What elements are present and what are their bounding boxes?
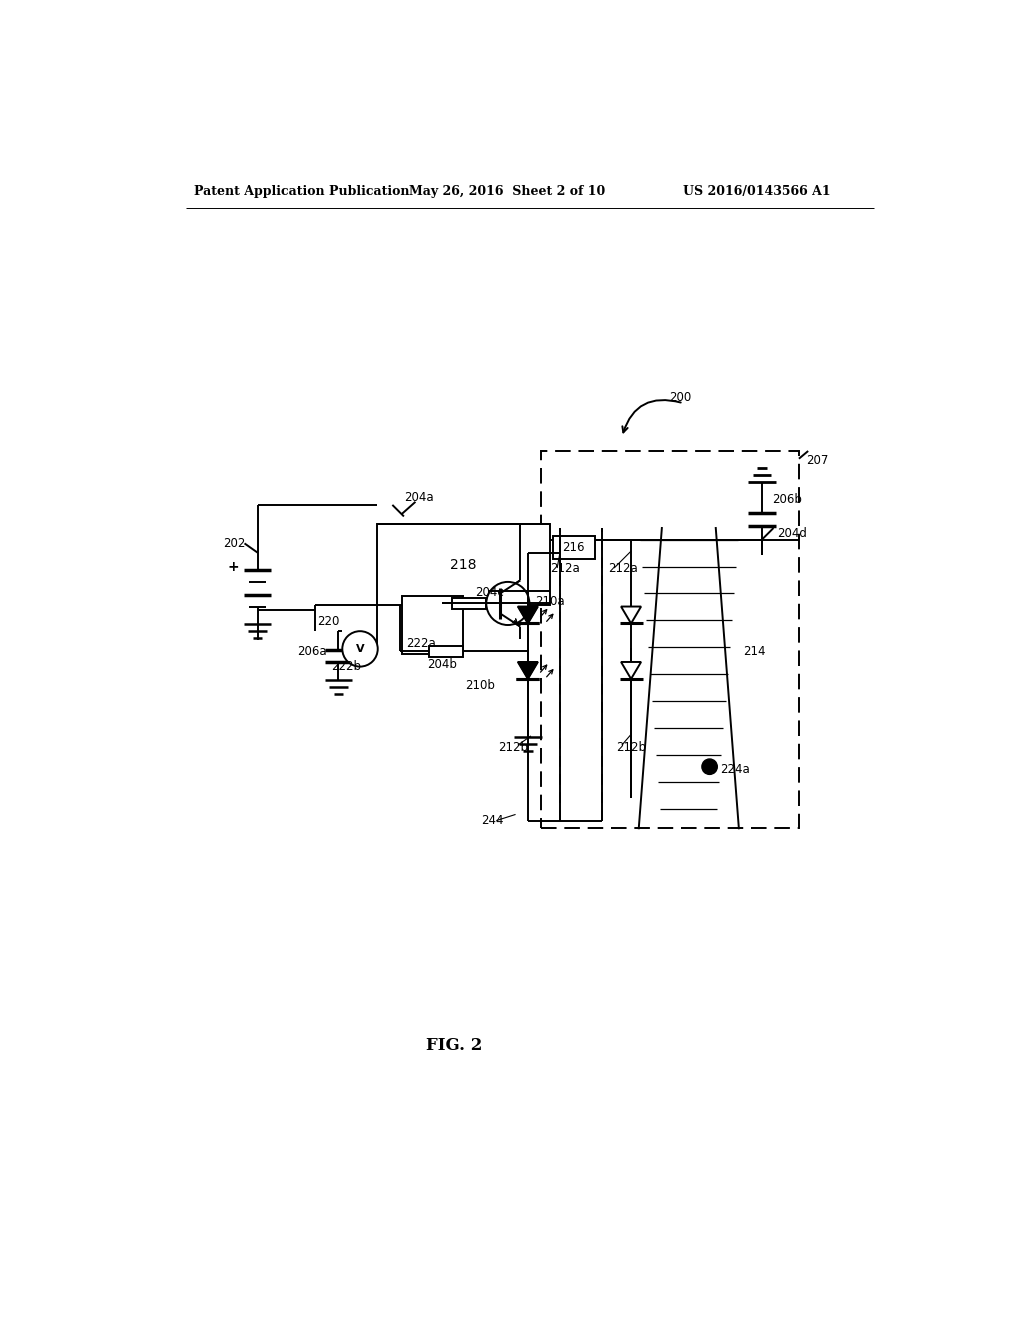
Bar <box>453 598 486 609</box>
Text: 200: 200 <box>670 391 692 404</box>
Text: 202: 202 <box>223 537 246 550</box>
Text: 207: 207 <box>807 454 829 467</box>
Text: 204b: 204b <box>427 657 457 671</box>
Text: 222b: 222b <box>331 660 360 673</box>
Text: 206a: 206a <box>297 644 327 657</box>
Text: 224a: 224a <box>720 763 751 776</box>
Polygon shape <box>621 663 641 678</box>
Text: 204c: 204c <box>475 586 504 599</box>
Text: 244: 244 <box>481 814 504 828</box>
Text: 210a: 210a <box>536 595 565 609</box>
Circle shape <box>342 631 378 667</box>
Text: 204a: 204a <box>403 491 433 504</box>
Bar <box>377 524 550 605</box>
Polygon shape <box>518 663 538 678</box>
Text: Patent Application Publication: Patent Application Publication <box>194 185 410 198</box>
Polygon shape <box>518 607 538 623</box>
Text: 206b: 206b <box>772 492 802 506</box>
Polygon shape <box>518 663 538 678</box>
Text: 220: 220 <box>316 615 339 628</box>
Text: V: V <box>355 644 365 653</box>
Text: +: + <box>227 560 239 574</box>
Bar <box>429 645 463 656</box>
Bar <box>541 451 799 829</box>
Text: 210b: 210b <box>466 678 496 692</box>
Text: 204d: 204d <box>777 527 807 540</box>
Text: 212b: 212b <box>615 741 646 754</box>
Circle shape <box>486 582 529 626</box>
Text: 222a: 222a <box>407 636 436 649</box>
Text: 212b: 212b <box>499 741 528 754</box>
Polygon shape <box>518 607 538 623</box>
Text: 212a: 212a <box>608 561 638 574</box>
Bar <box>401 595 463 655</box>
Circle shape <box>701 759 717 775</box>
Text: FIG. 2: FIG. 2 <box>426 1038 482 1053</box>
Bar <box>553 536 595 558</box>
Text: May 26, 2016  Sheet 2 of 10: May 26, 2016 Sheet 2 of 10 <box>410 185 605 198</box>
Text: 218: 218 <box>451 557 477 572</box>
Polygon shape <box>621 607 641 623</box>
Text: 214: 214 <box>742 644 765 657</box>
Text: 212a: 212a <box>550 561 580 574</box>
Text: 216: 216 <box>562 541 585 554</box>
Text: US 2016/0143566 A1: US 2016/0143566 A1 <box>683 185 831 198</box>
